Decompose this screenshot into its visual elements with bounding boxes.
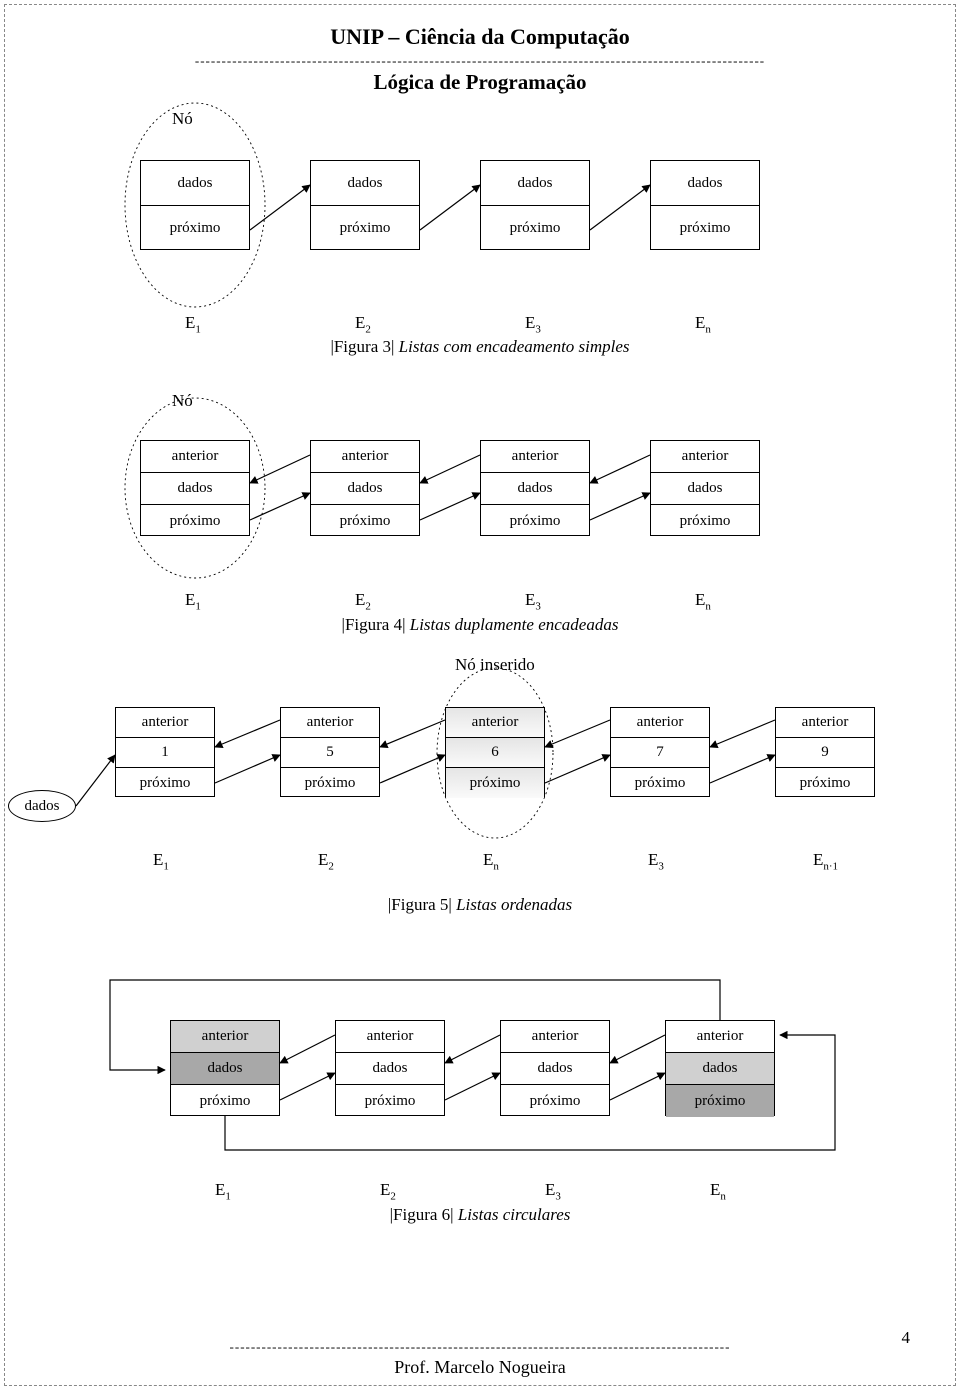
node-box: anterior7próximo [610,707,710,797]
node-cell: próximo [171,1085,279,1117]
label: En·1 [813,850,838,872]
node-box: dadospróximo [310,160,420,250]
node-box: anterior9próximo [775,707,875,797]
node-box: anteriordadospróximo [140,440,250,536]
node-box: anteriordadospróximo [665,1020,775,1116]
label: En [695,590,711,612]
node-box: anteriordadospróximo [650,440,760,536]
node-cell: dados [651,161,759,206]
label: Nó [172,109,193,129]
label: E2 [355,590,371,612]
node-cell: 7 [611,738,709,768]
label: E1 [153,850,169,872]
node-cell: dados [141,161,249,206]
node-cell: dados [666,1053,774,1085]
dados-label-bubble: dados [8,790,76,822]
node-cell: anterior [446,708,544,738]
node-cell: próximo [281,768,379,798]
node-cell: próximo [501,1085,609,1117]
footer-text: Prof. Marcelo Nogueira [0,1357,960,1378]
node-cell: próximo [481,505,589,537]
node-cell: anterior [311,441,419,473]
label: En [483,850,499,872]
node-cell: 9 [776,738,874,768]
node-box: dadospróximo [650,160,760,250]
node-cell: próximo [311,505,419,537]
label: E1 [185,313,201,335]
label: E2 [380,1180,396,1202]
label: Nó [172,391,193,411]
node-cell: próximo [651,206,759,251]
node-cell: próximo [666,1085,774,1117]
node-cell: dados [141,473,249,505]
node-cell: dados [481,473,589,505]
label: E3 [525,313,541,335]
node-cell: próximo [611,768,709,798]
node-cell: anterior [141,441,249,473]
label: E3 [648,850,664,872]
node-cell: 6 [446,738,544,768]
node-cell: dados [651,473,759,505]
figure-caption: |Figura 3| Listas com encadeamento simpl… [0,337,960,357]
node-cell: próximo [141,206,249,251]
node-cell: anterior [611,708,709,738]
node-cell: próximo [446,768,544,798]
figure-caption: |Figura 4| Listas duplamente encadeadas [0,615,960,635]
node-box: dadospróximo [140,160,250,250]
label: E3 [525,590,541,612]
label: E1 [215,1180,231,1202]
figure-caption: |Figura 6| Listas circulares [0,1205,960,1225]
node-cell: próximo [651,505,759,537]
node-cell: anterior [481,441,589,473]
node-cell: próximo [116,768,214,798]
node-cell: 5 [281,738,379,768]
node-box: anterior6próximo [445,707,545,797]
node-box: dadospróximo [480,160,590,250]
label: En [695,313,711,335]
svg-layer [0,95,960,1275]
node-box: anteriordadospróximo [335,1020,445,1116]
node-cell: anterior [776,708,874,738]
figure-caption: |Figura 5| Listas ordenadas [0,895,960,915]
node-cell: próximo [311,206,419,251]
node-cell: dados [311,473,419,505]
node-box: anterior5próximo [280,707,380,797]
label: E2 [318,850,334,872]
node-box: anteriordadospróximo [170,1020,280,1116]
node-cell: anterior [501,1021,609,1053]
node-box: anteriordadospróximo [480,440,590,536]
node-cell: 1 [116,738,214,768]
node-cell: dados [501,1053,609,1085]
diagram-area: NódadospróximoE1dadospróximoE2dadospróxi… [0,95,960,1275]
label: En [710,1180,726,1202]
node-cell: anterior [281,708,379,738]
node-cell: anterior [171,1021,279,1053]
label: Nó inserido [455,655,535,675]
node-cell: dados [311,161,419,206]
node-cell: dados [481,161,589,206]
node-cell: anterior [116,708,214,738]
node-box: anteriordadospróximo [500,1020,610,1116]
node-cell: próximo [336,1085,444,1117]
label: E1 [185,590,201,612]
footer-dashed-line: ----------------------------------------… [95,1339,865,1355]
node-cell: anterior [666,1021,774,1053]
node-cell: anterior [651,441,759,473]
node-cell: dados [171,1053,279,1085]
node-box: anteriordadospróximo [310,440,420,536]
node-cell: próximo [776,768,874,798]
label: E3 [545,1180,561,1202]
footer: ----------------------------------------… [0,1339,960,1378]
node-box: anterior1próximo [115,707,215,797]
node-cell: anterior [336,1021,444,1053]
node-cell: próximo [481,206,589,251]
node-cell: dados [336,1053,444,1085]
label: E2 [355,313,371,335]
node-cell: próximo [141,505,249,537]
